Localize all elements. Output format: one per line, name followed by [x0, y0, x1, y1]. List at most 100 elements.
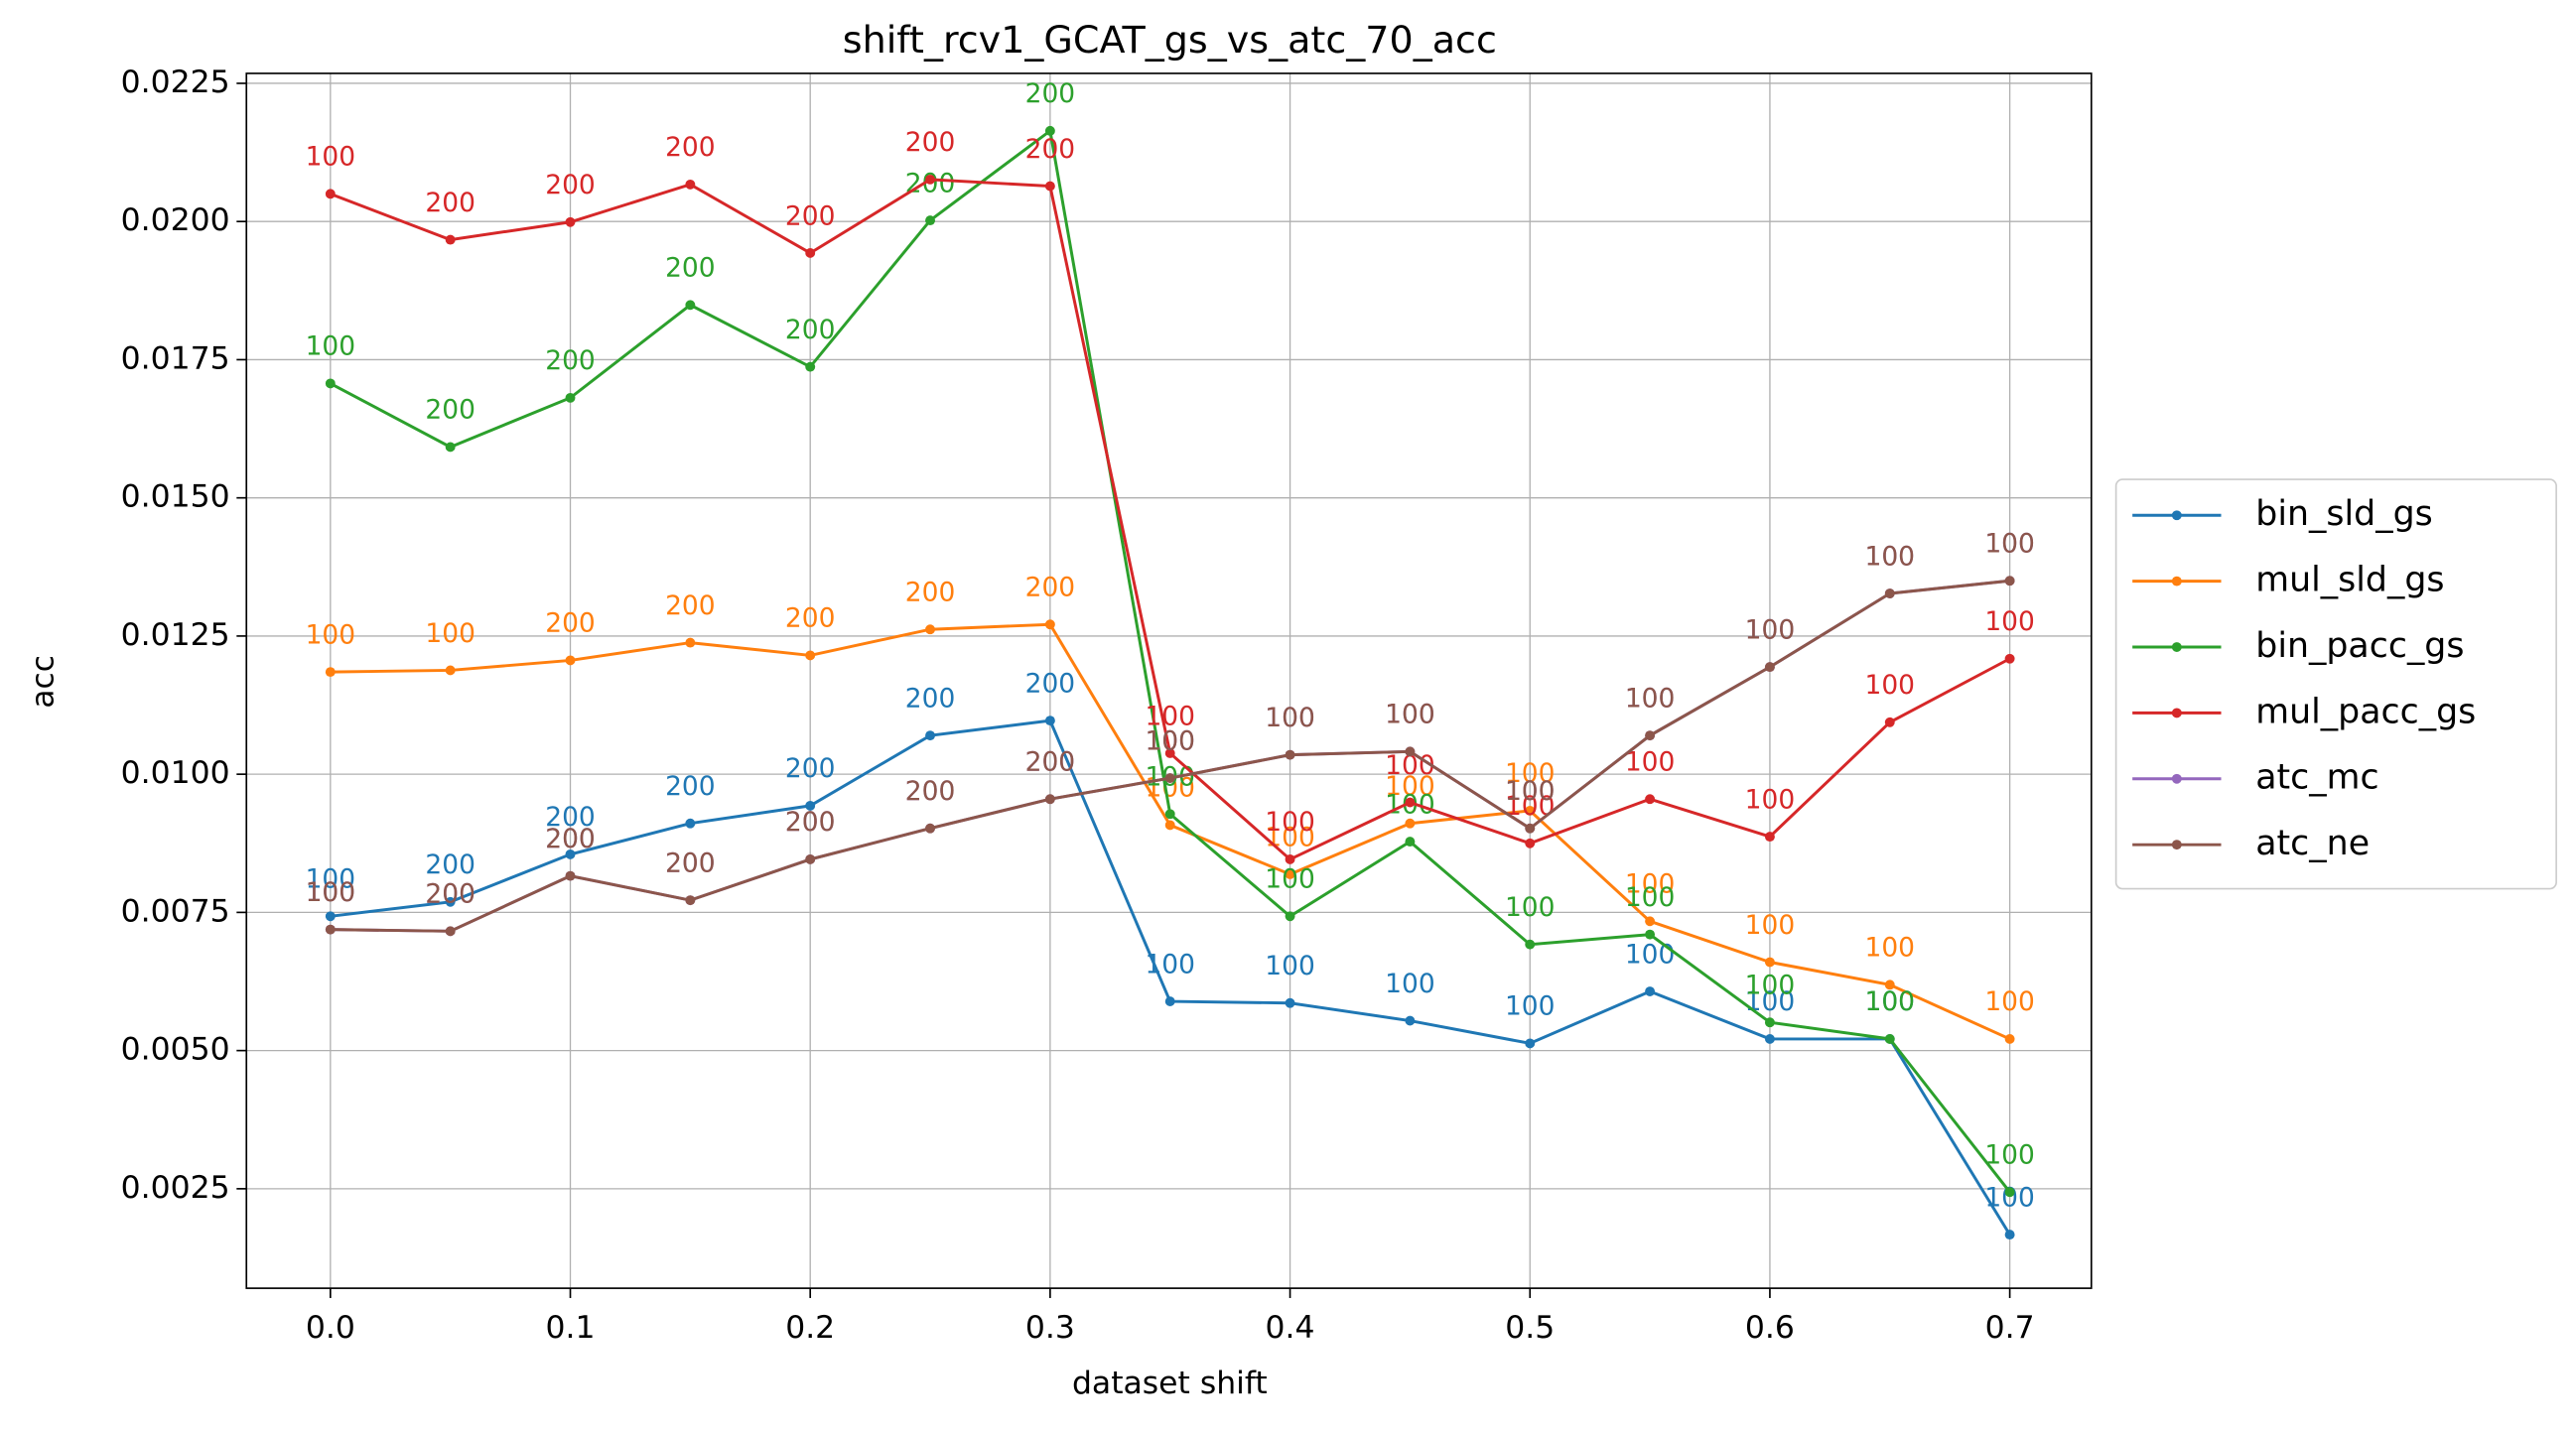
point-label: 100 — [1865, 671, 1916, 701]
data-point — [1285, 749, 1295, 760]
point-label: 100 — [1265, 704, 1315, 733]
data-point — [325, 911, 336, 922]
data-point — [565, 848, 576, 859]
y-tick-label: 0.0150 — [121, 479, 230, 515]
x-tick-label: 0.3 — [1025, 1310, 1075, 1346]
data-point — [2004, 576, 2015, 587]
point-label: 100 — [1265, 823, 1315, 852]
point-label: 200 — [545, 171, 596, 200]
point-label: 200 — [905, 685, 956, 715]
point-label: 200 — [785, 754, 836, 784]
point-label: 200 — [665, 133, 716, 163]
data-point — [1645, 986, 1656, 996]
data-point — [1405, 1015, 1416, 1026]
point-label: 200 — [1025, 748, 1076, 778]
point-label: 100 — [1385, 701, 1435, 730]
data-point — [1525, 838, 1536, 848]
data-point — [925, 730, 936, 741]
point-label: 200 — [665, 772, 716, 802]
data-point — [685, 637, 696, 648]
data-point — [805, 853, 816, 864]
y-tick-label: 0.0100 — [121, 755, 230, 791]
data-point — [1044, 181, 1055, 192]
point-label: 200 — [785, 808, 836, 838]
legend-box — [2114, 478, 2557, 890]
data-point — [685, 818, 696, 829]
legend-marker — [2171, 840, 2182, 850]
data-point — [325, 924, 336, 935]
point-label: 100 — [1505, 992, 1556, 1022]
point-label: 100 — [1265, 865, 1315, 895]
point-label: 100 — [1745, 972, 1796, 1001]
data-point — [1405, 837, 1416, 848]
point-label: 100 — [1984, 530, 2035, 560]
data-point — [1164, 748, 1175, 758]
y-axis-label: acc — [26, 655, 62, 708]
data-point — [1884, 717, 1895, 727]
data-point — [805, 800, 816, 811]
data-point — [1764, 1017, 1775, 1028]
point-label: 100 — [1385, 970, 1435, 999]
point-label: 200 — [1025, 574, 1076, 603]
x-tick-label: 0.4 — [1266, 1310, 1315, 1346]
data-point — [445, 896, 456, 907]
point-label: 100 — [1984, 1141, 2035, 1171]
data-point — [445, 442, 456, 453]
y-tick-label: 0.0050 — [121, 1032, 230, 1068]
point-label: 200 — [665, 849, 716, 879]
data-point — [1884, 1034, 1895, 1044]
data-point — [1525, 805, 1536, 816]
point-label: 100 — [1984, 987, 2035, 1017]
data-point — [325, 667, 336, 678]
data-point — [2004, 1187, 2015, 1198]
point-label: 200 — [1025, 748, 1076, 778]
legend-marker — [2171, 510, 2182, 521]
point-label: 200 — [545, 609, 596, 639]
data-point — [1525, 939, 1536, 950]
data-point — [445, 926, 456, 937]
point-label: 200 — [665, 849, 716, 879]
x-tick-label: 0.7 — [1985, 1310, 2035, 1346]
point-label: 200 — [1025, 79, 1076, 109]
point-label: 200 — [545, 346, 596, 376]
legend-label: atc_mc — [2255, 758, 2378, 798]
point-label: 100 — [1505, 777, 1556, 807]
x-tick-label: 0.0 — [306, 1310, 355, 1346]
data-point — [325, 378, 336, 389]
chart-title: shift_rcv1_GCAT_gs_vs_atc_70_acc — [843, 18, 1497, 62]
y-tick-label: 0.0075 — [121, 893, 230, 929]
data-point — [805, 248, 816, 258]
point-label: 100 — [1745, 911, 1796, 941]
point-label: 100 — [1745, 616, 1796, 646]
point-label: 100 — [1265, 808, 1315, 838]
point-label: 100 — [306, 621, 356, 651]
x-axis-label: dataset shift — [1072, 1366, 1268, 1401]
point-label: 200 — [905, 579, 956, 608]
data-point — [325, 189, 336, 199]
point-label: 100 — [1745, 616, 1796, 646]
data-point — [1645, 730, 1656, 741]
data-point — [685, 895, 696, 906]
point-label: 200 — [665, 254, 716, 284]
y-tick-label: 0.0025 — [121, 1170, 230, 1206]
point-label: 100 — [1745, 987, 1796, 1017]
data-point — [1044, 794, 1055, 805]
data-point — [1525, 1038, 1536, 1049]
point-label: 100 — [1385, 772, 1435, 802]
point-label: 200 — [425, 880, 475, 910]
data-point — [685, 300, 696, 311]
data-point — [1285, 911, 1295, 922]
point-label: 100 — [1265, 704, 1315, 733]
point-label: 100 — [1505, 777, 1556, 807]
point-label: 100 — [1145, 702, 1195, 731]
point-label: 100 — [306, 332, 356, 362]
data-point — [2004, 1034, 2015, 1044]
data-point — [805, 650, 816, 661]
point-label: 200 — [425, 850, 475, 880]
data-point — [2004, 1230, 2015, 1240]
data-point — [1044, 619, 1055, 630]
data-point — [1525, 823, 1536, 834]
plot-frame — [245, 72, 2093, 1289]
